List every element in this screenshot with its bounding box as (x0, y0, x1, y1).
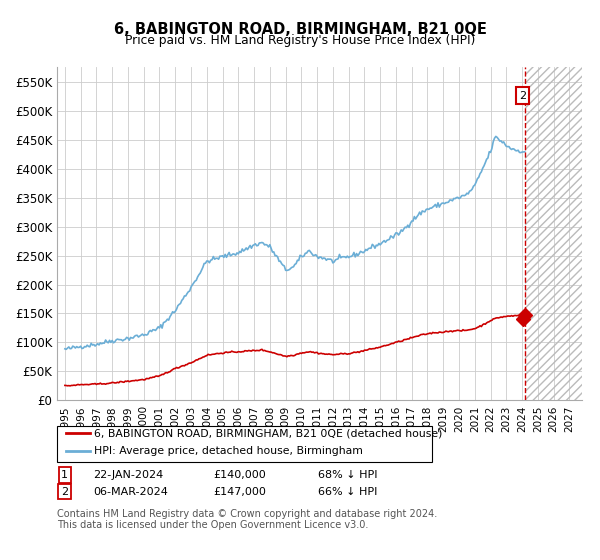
Text: HPI: Average price, detached house, Birmingham: HPI: Average price, detached house, Birm… (94, 446, 363, 456)
Text: Price paid vs. HM Land Registry's House Price Index (HPI): Price paid vs. HM Land Registry's House … (125, 34, 475, 46)
Text: 06-MAR-2024: 06-MAR-2024 (93, 487, 168, 497)
Text: 1: 1 (61, 470, 68, 480)
Text: 2: 2 (61, 487, 68, 497)
Text: 22-JAN-2024: 22-JAN-2024 (93, 470, 163, 480)
Text: 2: 2 (519, 91, 526, 101)
Bar (525, 67, 582, 400)
Text: £147,000: £147,000 (213, 487, 266, 497)
Text: Contains HM Land Registry data © Crown copyright and database right 2024.
This d: Contains HM Land Registry data © Crown c… (57, 509, 437, 530)
Text: 6, BABINGTON ROAD, BIRMINGHAM, B21 0QE (detached house): 6, BABINGTON ROAD, BIRMINGHAM, B21 0QE (… (94, 428, 443, 438)
Text: 6, BABINGTON ROAD, BIRMINGHAM, B21 0QE: 6, BABINGTON ROAD, BIRMINGHAM, B21 0QE (113, 22, 487, 38)
Text: £140,000: £140,000 (213, 470, 266, 480)
Text: 66% ↓ HPI: 66% ↓ HPI (318, 487, 377, 497)
Text: 68% ↓ HPI: 68% ↓ HPI (318, 470, 377, 480)
Bar (525, 67, 582, 400)
